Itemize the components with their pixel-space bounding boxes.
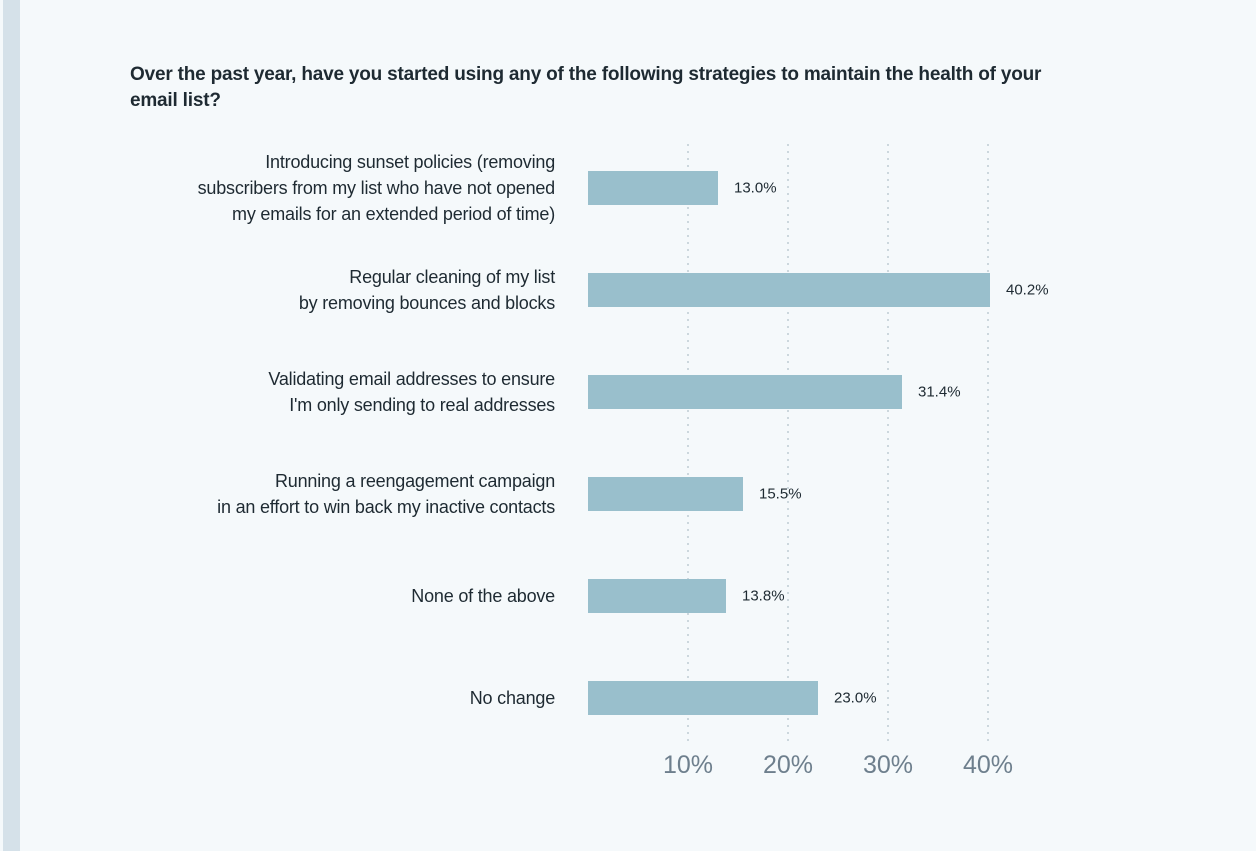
gridline [687,144,689,742]
value-label: 13.8% [742,587,785,605]
bar [588,681,818,715]
gridline [887,144,889,742]
x-tick-label: 30% [862,751,914,779]
category-label: Running a reengagement campaign in an ef… [217,471,555,517]
value-label: 15.5% [759,485,802,503]
value-label: 40.2% [1006,281,1049,299]
bar [588,375,902,409]
category-label: Introducing sunset policies (removing su… [197,152,556,224]
bar [588,273,990,307]
bar [588,477,743,511]
category-label: Validating email addresses to ensure I'm… [268,369,555,415]
category-label: Regular cleaning of my list by removing … [298,267,555,313]
bar [588,579,726,613]
bar [588,171,718,205]
category-label: No change [469,688,555,708]
x-tick-label: 10% [662,751,714,779]
value-label: 23.0% [834,689,877,707]
gridline [987,144,989,742]
left-accent-strip [3,0,20,851]
chart-title: Over the past year, have you started usi… [130,64,1042,111]
value-label: 13.0% [734,179,777,197]
x-tick-label: 20% [762,751,814,779]
category-label: None of the above [411,586,555,606]
value-label: 31.4% [918,383,961,401]
x-tick-label: 40% [962,751,1014,779]
gridline [787,144,789,742]
